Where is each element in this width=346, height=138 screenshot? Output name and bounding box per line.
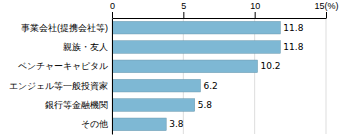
y-tick-label: エンジェル等一般投資家 [9, 81, 108, 91]
grid-line [326, 18, 327, 134]
y-tick: エンジェル等一般投資家 [9, 81, 108, 91]
bar [112, 118, 166, 131]
x-tick-mark [255, 12, 256, 18]
x-tick: 10 [250, 1, 260, 18]
grid-line [254, 18, 255, 134]
y-axis: 事業会社(提携会社等) 親族・友人ベンチャーキャピタルエンジェル等一般投資家銀行等… [9, 19, 113, 135]
chart: 0 5 10 15(%) 事業会社(提携会社等) 親族・友人ベンチャーキャピタルエンジェル… [0, 0, 346, 138]
y-tick-label: 銀行等金融機関 [45, 100, 108, 110]
grid-line [183, 18, 184, 134]
grid [112, 18, 326, 134]
x-tick: 15(%) [314, 1, 338, 18]
x-tick-mark [326, 12, 327, 18]
x-tick-label: 5 [181, 1, 186, 11]
x-tick-mark [112, 12, 113, 18]
bar [112, 79, 200, 92]
x-tick-label: 0 [110, 1, 115, 11]
y-tick: ベンチャーキャピタル [18, 61, 108, 71]
bar [112, 60, 258, 73]
data-label: 11.8 [283, 23, 303, 33]
data-label: 11.8 [283, 42, 303, 52]
bar [112, 99, 195, 112]
x-tick-label: 15(%) [314, 1, 338, 11]
y-tick-label: ベンチャーキャピタル [18, 61, 108, 71]
bars [112, 21, 280, 130]
bar [112, 41, 280, 54]
bar [112, 21, 280, 34]
data-label: 3.8 [169, 119, 184, 129]
x-tick-mark [183, 12, 184, 18]
y-tick: 銀行等金融機関 [45, 100, 108, 110]
y-tick: 親族・友人 [63, 42, 108, 52]
y-axis-line [112, 19, 113, 135]
data-label: 10.2 [261, 61, 281, 71]
y-tick-label: 親族・友人 [63, 42, 108, 52]
data-label: 5.8 [198, 100, 213, 110]
grid-line [112, 18, 113, 134]
data-labels: 11.811.810.26.25.83.8 [169, 23, 303, 130]
x-axis-line [113, 18, 327, 19]
x-tick: 5 [181, 1, 186, 18]
y-tick: 事業会社(提携会社等) [21, 23, 108, 33]
y-tick: その他 [81, 119, 108, 129]
y-tick-label: その他 [81, 119, 108, 129]
y-tick-label: 事業会社(提携会社等) [21, 23, 108, 33]
x-tick: 0 [110, 1, 115, 18]
x-axis: 0 5 10 15(%) [110, 1, 339, 19]
plot: 0 5 10 15(%) 事業会社(提携会社等) 親族・友人ベンチャーキャピタルエンジェル… [9, 1, 339, 135]
data-label: 6.2 [203, 81, 217, 91]
x-tick-label: 10 [250, 1, 260, 11]
